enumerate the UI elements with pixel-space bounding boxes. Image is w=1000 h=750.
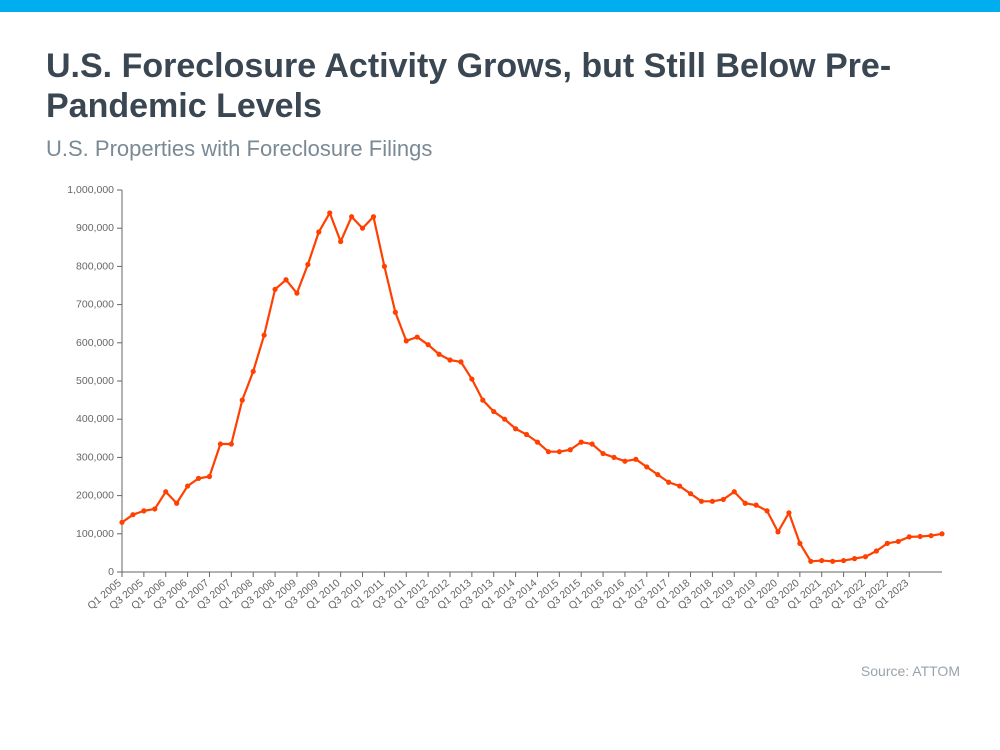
data-point bbox=[918, 534, 923, 539]
accent-top-bar bbox=[0, 0, 1000, 12]
data-point bbox=[611, 455, 616, 460]
data-point bbox=[327, 211, 332, 216]
data-point bbox=[480, 398, 485, 403]
data-point bbox=[513, 426, 518, 431]
foreclosure-line-chart: 0 100,000 200,000 300,000 400,000 500,000 600,… bbox=[46, 174, 956, 644]
data-point bbox=[841, 558, 846, 563]
data-line bbox=[122, 213, 942, 561]
data-point bbox=[568, 447, 573, 452]
data-point bbox=[754, 503, 759, 508]
data-point bbox=[163, 489, 168, 494]
data-point bbox=[130, 512, 135, 517]
data-point bbox=[732, 489, 737, 494]
data-point bbox=[699, 499, 704, 504]
data-point bbox=[633, 457, 638, 462]
data-point bbox=[819, 558, 824, 563]
data-point bbox=[152, 507, 157, 512]
data-point bbox=[360, 226, 365, 231]
data-point bbox=[447, 358, 452, 363]
y-tick-label: 1,000,000 bbox=[67, 184, 114, 196]
data-point bbox=[546, 449, 551, 454]
data-point bbox=[590, 442, 595, 447]
data-point bbox=[415, 335, 420, 340]
y-tick-label: 600,000 bbox=[76, 337, 114, 349]
y-tick-label: 200,000 bbox=[76, 490, 114, 502]
data-point bbox=[688, 491, 693, 496]
data-point bbox=[557, 449, 562, 454]
y-tick-label: 100,000 bbox=[76, 528, 114, 540]
data-point bbox=[185, 484, 190, 489]
data-point bbox=[764, 508, 769, 513]
data-point bbox=[677, 484, 682, 489]
data-point bbox=[644, 465, 649, 470]
chart-container: 0 100,000 200,000 300,000 400,000 500,000 600,… bbox=[46, 174, 954, 649]
data-point bbox=[622, 459, 627, 464]
data-point bbox=[579, 440, 584, 445]
data-point bbox=[458, 360, 463, 365]
data-point bbox=[119, 520, 124, 525]
content-area: U.S. Foreclosure Activity Grows, but Sti… bbox=[0, 12, 1000, 659]
chart-title: U.S. Foreclosure Activity Grows, but Sti… bbox=[46, 46, 954, 126]
data-point bbox=[294, 291, 299, 296]
data-point bbox=[229, 442, 234, 447]
data-point bbox=[272, 287, 277, 292]
data-point bbox=[491, 409, 496, 414]
source-attribution: Source: ATTOM bbox=[0, 659, 1000, 687]
data-point bbox=[141, 508, 146, 513]
y-tick-label: 300,000 bbox=[76, 452, 114, 464]
data-point bbox=[404, 339, 409, 344]
y-tick-label: 0 bbox=[108, 566, 114, 578]
data-point bbox=[852, 556, 857, 561]
data-point bbox=[251, 369, 256, 374]
chart-subtitle: U.S. Properties with Foreclosure Filings bbox=[46, 136, 954, 162]
y-tick-label: 700,000 bbox=[76, 299, 114, 311]
data-point bbox=[426, 342, 431, 347]
data-point bbox=[316, 230, 321, 235]
data-point bbox=[469, 377, 474, 382]
data-point bbox=[283, 277, 288, 282]
data-point bbox=[338, 239, 343, 244]
data-point bbox=[896, 539, 901, 544]
data-point bbox=[502, 417, 507, 422]
data-point bbox=[600, 451, 605, 456]
y-tick-label: 400,000 bbox=[76, 413, 114, 425]
data-point bbox=[808, 559, 813, 564]
data-point bbox=[436, 352, 441, 357]
data-point bbox=[655, 472, 660, 477]
data-point bbox=[775, 530, 780, 535]
data-point bbox=[830, 559, 835, 564]
data-point bbox=[240, 398, 245, 403]
data-point bbox=[863, 554, 868, 559]
data-point bbox=[393, 310, 398, 315]
data-point bbox=[262, 333, 267, 338]
data-point bbox=[305, 262, 310, 267]
data-point bbox=[349, 214, 354, 219]
data-point bbox=[939, 531, 944, 536]
data-point bbox=[207, 474, 212, 479]
y-tick-label: 900,000 bbox=[76, 222, 114, 234]
data-point bbox=[382, 264, 387, 269]
data-point bbox=[786, 510, 791, 515]
data-point bbox=[196, 476, 201, 481]
data-point bbox=[666, 480, 671, 485]
data-point bbox=[710, 499, 715, 504]
data-point bbox=[743, 501, 748, 506]
data-point bbox=[218, 442, 223, 447]
data-point bbox=[797, 541, 802, 546]
data-point bbox=[907, 534, 912, 539]
y-tick-label: 500,000 bbox=[76, 375, 114, 387]
data-point bbox=[535, 440, 540, 445]
data-point bbox=[371, 214, 376, 219]
data-point bbox=[874, 549, 879, 554]
y-tick-label: 800,000 bbox=[76, 261, 114, 273]
data-point bbox=[524, 432, 529, 437]
data-point bbox=[885, 541, 890, 546]
data-point bbox=[721, 497, 726, 502]
data-point bbox=[174, 501, 179, 506]
data-point bbox=[928, 533, 933, 538]
